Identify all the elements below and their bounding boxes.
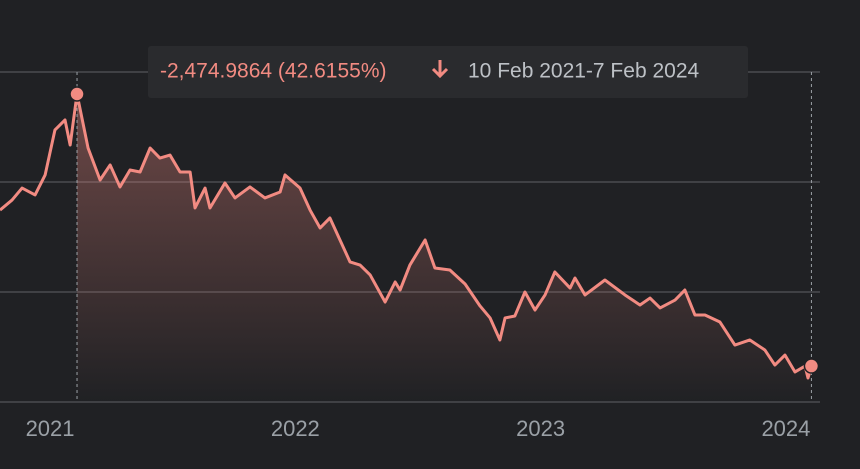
range-point (803, 358, 820, 374)
range-point (69, 86, 85, 102)
period: 10 Feb 2021-7 Feb 2024 (468, 60, 699, 83)
price-line (0, 92, 813, 380)
x-tick-label: 2021 (26, 416, 75, 441)
tooltip: -2,474.9864 (42.6155%) 10 Feb 2021-7 Feb… (148, 46, 748, 98)
x-tick-label: 2023 (516, 416, 565, 441)
range-area (77, 94, 812, 402)
x-tick-label: 2022 (271, 416, 320, 441)
change-label: -2,474.9864 (42.6155%) (160, 60, 387, 83)
down-arrow (431, 60, 449, 79)
tooltip-box (148, 46, 748, 98)
plot (0, 72, 820, 402)
x-tick-label: 2024 (761, 416, 810, 441)
